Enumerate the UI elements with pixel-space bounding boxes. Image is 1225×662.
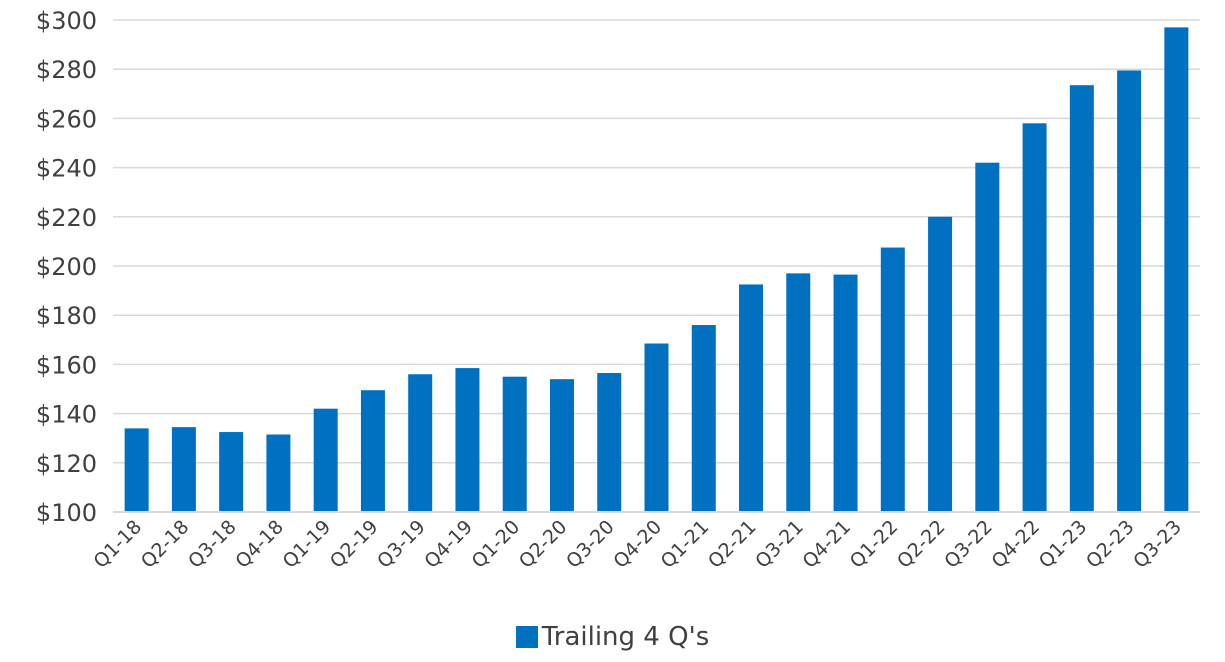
bar bbox=[219, 432, 244, 512]
x-tick-label: Q4-18 bbox=[231, 516, 288, 573]
x-tick-label: Q3-20 bbox=[562, 516, 619, 573]
y-tick-label: $240 bbox=[36, 155, 97, 183]
y-tick-label: $260 bbox=[36, 105, 97, 133]
x-tick-label: Q2-19 bbox=[326, 516, 383, 573]
x-tick-label: Q2-21 bbox=[704, 516, 761, 573]
x-tick-label: Q4-20 bbox=[609, 516, 666, 573]
y-tick-label: $280 bbox=[36, 56, 97, 84]
bar bbox=[1022, 123, 1047, 512]
bar bbox=[1164, 27, 1189, 512]
x-tick-label: Q1-23 bbox=[1035, 516, 1092, 573]
bar bbox=[975, 162, 1000, 512]
bar bbox=[360, 390, 385, 512]
x-tick-label: Q4-22 bbox=[987, 516, 1044, 573]
x-tick-label: Q1-21 bbox=[657, 516, 714, 573]
bar bbox=[171, 427, 196, 512]
x-tick-label: Q2-23 bbox=[1082, 516, 1139, 573]
bar bbox=[549, 379, 574, 512]
x-tick-label: Q3-19 bbox=[373, 516, 430, 573]
x-tick-label: Q3-21 bbox=[751, 516, 808, 573]
x-tick-label: Q2-22 bbox=[893, 516, 950, 573]
bar bbox=[739, 284, 764, 512]
x-tick-label: Q4-21 bbox=[798, 516, 855, 573]
y-tick-label: $100 bbox=[36, 499, 97, 527]
y-tick-label: $200 bbox=[36, 253, 97, 281]
bar bbox=[266, 434, 291, 512]
bar bbox=[928, 216, 953, 513]
y-tick-label: $300 bbox=[36, 7, 97, 35]
legend-item: Trailing 4 Q's bbox=[515, 622, 710, 652]
bar-chart-svg: $100 $120 $140 $160 $180 $200 $220 $240 $260 $280… bbox=[36, 7, 1200, 573]
legend: Trailing 4 Q's bbox=[0, 622, 1225, 662]
x-tick-label: Q3-22 bbox=[940, 516, 997, 573]
bar bbox=[880, 247, 905, 513]
legend-swatch bbox=[515, 626, 538, 648]
bar bbox=[833, 274, 858, 512]
x-tick-label: Q1-22 bbox=[846, 516, 903, 573]
x-tick-label: Q1-18 bbox=[90, 516, 147, 573]
bar bbox=[124, 428, 149, 512]
x-tick-label: Q2-20 bbox=[515, 516, 572, 573]
x-tick-label: Q4-19 bbox=[420, 516, 477, 573]
x-tick-label: Q1-20 bbox=[468, 516, 525, 573]
bar bbox=[502, 376, 527, 512]
bar bbox=[1069, 85, 1094, 512]
bar bbox=[408, 374, 433, 512]
bar bbox=[1117, 70, 1142, 513]
x-tick-label: Q2-18 bbox=[137, 516, 194, 573]
x-tick-label: Q3-18 bbox=[184, 516, 241, 573]
x-tick-label: Q1-19 bbox=[279, 516, 336, 573]
bar bbox=[313, 408, 338, 512]
bar bbox=[786, 273, 811, 512]
y-tick-label: $120 bbox=[36, 450, 97, 478]
bar bbox=[644, 343, 669, 512]
legend-label: Trailing 4 Q's bbox=[541, 622, 710, 652]
bar bbox=[597, 373, 622, 512]
bar bbox=[455, 368, 480, 512]
x-tick-label: Q3-23 bbox=[1129, 516, 1186, 573]
y-tick-label: $220 bbox=[36, 204, 97, 232]
bar bbox=[691, 325, 716, 512]
y-tick-label: $160 bbox=[36, 351, 97, 379]
y-tick-label: $140 bbox=[36, 401, 97, 429]
y-tick-label: $180 bbox=[36, 302, 97, 330]
